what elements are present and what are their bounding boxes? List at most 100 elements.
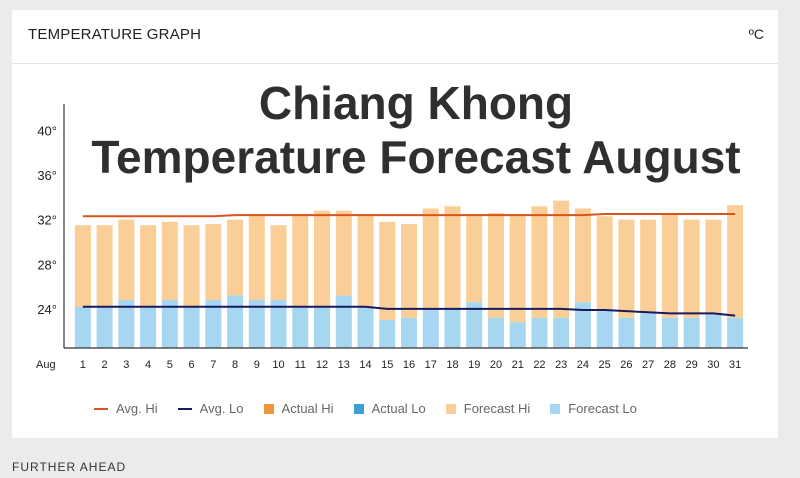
forecast-hi-bar [74, 225, 91, 307]
forecast-lo-bar [379, 320, 396, 348]
x-tick-label: 21 [512, 359, 524, 371]
forecast-hi-bar [487, 212, 504, 318]
forecast-lo-bar [335, 295, 352, 348]
forecast-lo-bar [96, 306, 113, 348]
forecast-lo-bar [248, 300, 265, 348]
x-tick-label: 22 [533, 359, 545, 371]
x-tick-label: 11 [295, 359, 306, 371]
temperature-graph-card: TEMPERATURE GRAPH ºC 40° 36° 32° 28° 24° Aug 1… [12, 10, 778, 438]
forecast-lo-bar [727, 317, 744, 348]
forecast-lo-bar [314, 306, 331, 348]
x-tick-label: 1 [80, 359, 86, 371]
forecast-lo-bar [227, 295, 244, 348]
avg-hi-swatch [94, 407, 108, 410]
forecast-lo-bar [531, 317, 548, 348]
legend-label: Forecast Hi [463, 401, 531, 416]
avg-lo-line [82, 305, 736, 317]
avg-hi-line [82, 213, 736, 218]
forecast-hi-bar [509, 214, 526, 323]
forecast-lo-bar [292, 306, 309, 348]
forecast-lo-bar [618, 317, 635, 348]
x-tick-label: 14 [359, 359, 371, 371]
x-tick-label: 2 [102, 359, 108, 371]
x-tick-label: 12 [316, 359, 328, 371]
x-tick-label: 17 [425, 359, 437, 371]
forecast-lo-bar [683, 317, 700, 348]
x-tick-label: 29 [686, 359, 698, 371]
x-tick-label: 8 [232, 359, 238, 371]
forecast-lo-bar [74, 306, 91, 348]
legend-label: Avg. Lo [199, 401, 244, 416]
forecast-hi-bar [574, 208, 591, 303]
forecast-hi-bar [640, 219, 657, 314]
forecast-lo-bar [574, 302, 591, 348]
forecast-lo-bar [596, 311, 613, 348]
y-tick-label: 24° [37, 302, 57, 317]
x-tick-label: 16 [403, 359, 415, 371]
forecast-lo-bar [509, 322, 526, 348]
forecast-hi-bar [140, 225, 157, 307]
forecast-hi-bar [292, 214, 309, 307]
legend-label: Actual Lo [371, 401, 426, 416]
y-tick-label: 36° [37, 168, 57, 183]
x-tick-label: 7 [210, 359, 216, 371]
forecast-hi-bar [422, 208, 439, 309]
chart-legend: Avg. Hi Avg. Lo Actual Hi Actual Lo Fore… [94, 401, 657, 416]
actual-hi-swatch [263, 403, 274, 414]
forecast-hi-bar [705, 219, 722, 314]
x-tick-label: 30 [707, 359, 719, 371]
x-axis-prefix: Aug [36, 359, 56, 371]
x-tick-label: 9 [254, 359, 260, 371]
forecast-hi-bar [618, 219, 635, 318]
x-tick-label: 26 [620, 359, 632, 371]
unit-toggle[interactable]: ºC [748, 26, 764, 42]
x-tick-label: 19 [468, 359, 480, 371]
x-tick-label: 13 [338, 359, 350, 371]
legend-label: Avg. Hi [116, 401, 158, 416]
legend-label: Forecast Lo [568, 401, 637, 416]
forecast-lo-bar [661, 317, 678, 348]
forecast-hi-bar [444, 206, 461, 309]
forecast-lo-bar [705, 313, 722, 348]
card-header: TEMPERATURE GRAPH ºC [12, 10, 778, 64]
legend-item-actual-hi[interactable]: Actual Hi [263, 401, 334, 416]
forecast-hi-bar [683, 219, 700, 318]
avg-lo-swatch [177, 407, 192, 410]
forecast-hi-bar [661, 214, 678, 318]
forecast-lo-bar [205, 300, 222, 348]
legend-label: Actual Hi [281, 401, 334, 416]
forecast-lo-bar [553, 317, 570, 348]
forecast-hi-bar [96, 225, 113, 307]
temperature-chart: 40°36°32°28°24°Aug 1 2 3 4 5 6 7 8 9 10 11 12 13 14 15 1… [36, 104, 748, 371]
legend-item-forecast-lo[interactable]: Forecast Lo [550, 401, 637, 416]
forecast-lo-bar [640, 313, 657, 348]
forecast-hi-bar [118, 219, 135, 300]
x-tick-label: 31 [729, 359, 741, 371]
x-tick-label: 23 [555, 359, 567, 371]
forecast-lo-bar [487, 317, 504, 348]
legend-item-forecast-hi[interactable]: Forecast Hi [445, 401, 531, 416]
x-tick-label: 10 [272, 359, 284, 371]
forecast-hi-bar [227, 219, 244, 296]
forecast-lo-bar [422, 308, 439, 348]
forecast-lo-bar [401, 317, 417, 348]
forecast-hi-bar [727, 205, 744, 318]
y-tick-label: 40° [37, 123, 57, 138]
forecast-lo-swatch [550, 403, 561, 414]
forecast-lo-bar [118, 300, 135, 348]
forecast-hi-bar [183, 225, 200, 307]
legend-item-avg-hi[interactable]: Avg. Hi [94, 401, 158, 416]
x-tick-label: 27 [642, 359, 654, 371]
forecast-hi-bar [270, 225, 287, 300]
legend-item-avg-lo[interactable]: Avg. Lo [177, 401, 244, 416]
legend-item-actual-lo[interactable]: Actual Lo [353, 401, 426, 416]
x-tick-label: 25 [599, 359, 611, 371]
further-ahead-heading: FURTHER AHEAD [12, 460, 127, 474]
x-tick-label: 4 [145, 359, 151, 371]
card-title: TEMPERATURE GRAPH [28, 26, 202, 43]
forecast-hi-bar [596, 216, 613, 312]
forecast-hi-bar [314, 210, 331, 307]
forecast-hi-bar [401, 224, 417, 318]
x-tick-label: 5 [167, 359, 173, 371]
forecast-hi-bar [357, 214, 374, 307]
